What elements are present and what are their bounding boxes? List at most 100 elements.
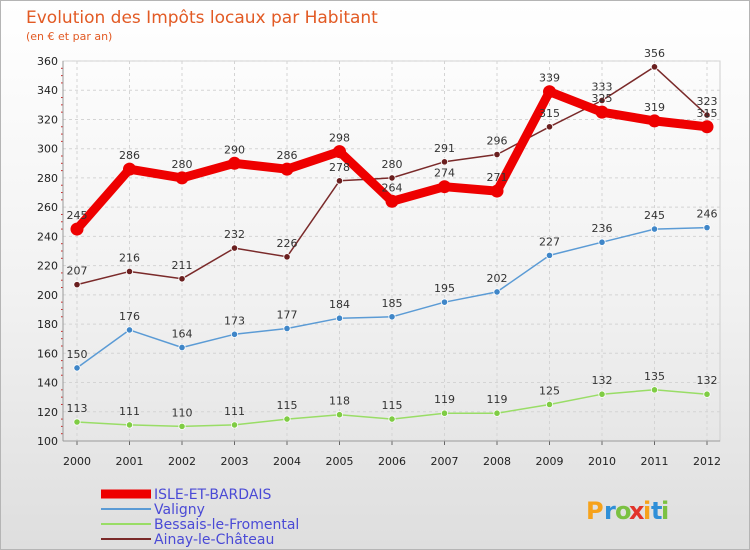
x-tick-label: 2007 xyxy=(431,455,459,468)
y-tick-label: 240 xyxy=(37,230,58,243)
x-tick-label: 2006 xyxy=(378,455,406,468)
chart-title: Evolution des Impôts locaux par Habitant xyxy=(26,8,378,28)
y-tick-label: 120 xyxy=(37,406,58,419)
data-label: 245 xyxy=(67,209,88,222)
x-tick-label: 2001 xyxy=(116,455,144,468)
data-label: 280 xyxy=(172,158,193,171)
data-label: 202 xyxy=(487,272,508,285)
x-tick-label: 2009 xyxy=(536,455,564,468)
data-point xyxy=(650,63,659,71)
legend-label: Ainay-le-Château xyxy=(154,532,274,548)
data-label: 274 xyxy=(434,167,455,180)
data-label: 325 xyxy=(592,92,613,105)
y-tick-label: 280 xyxy=(37,172,58,185)
data-point xyxy=(595,105,609,119)
data-label: 176 xyxy=(119,310,140,323)
y-tick-label: 160 xyxy=(37,347,58,360)
data-point xyxy=(73,418,81,426)
data-point xyxy=(388,415,396,423)
y-tick-label: 180 xyxy=(37,318,58,331)
data-point xyxy=(388,174,396,182)
data-point xyxy=(228,156,241,170)
logo-letter: t xyxy=(651,497,662,525)
data-label: 115 xyxy=(382,399,403,412)
x-tick-label: 2002 xyxy=(168,455,196,468)
data-point xyxy=(598,390,606,398)
data-point xyxy=(175,171,189,185)
data-label: 236 xyxy=(592,222,613,235)
y-tick-label: 300 xyxy=(37,143,58,156)
x-tick-label: 2005 xyxy=(326,455,354,468)
y-tick-label: 100 xyxy=(37,435,58,448)
data-point xyxy=(125,421,134,429)
legend-label: ISLE-ET-BARDAIS xyxy=(154,487,272,503)
y-tick-label: 360 xyxy=(37,55,58,68)
data-point xyxy=(335,177,344,185)
data-label: 319 xyxy=(644,101,665,114)
data-label: 111 xyxy=(224,405,245,418)
data-label: 232 xyxy=(224,228,245,241)
data-label: 132 xyxy=(697,374,718,387)
data-labels: 245 286 280 290 286 298 264 274 271 339 325 319 315 1… xyxy=(67,47,718,420)
data-label: 135 xyxy=(644,370,665,383)
data-label: 110 xyxy=(172,406,193,419)
data-label: 296 xyxy=(487,135,508,148)
data-point xyxy=(493,409,501,417)
data-label: 291 xyxy=(434,142,455,155)
logo-letter: i xyxy=(643,497,651,525)
data-point xyxy=(283,415,291,423)
y-tick-label: 260 xyxy=(37,201,58,214)
data-point xyxy=(545,123,554,131)
data-label: 132 xyxy=(592,374,613,387)
data-point xyxy=(388,313,396,321)
legend: ISLE-ET-BARDAISValignyBessais-le-Froment… xyxy=(101,487,299,548)
data-point xyxy=(493,150,501,159)
x-tick-label: 2008 xyxy=(483,455,511,468)
y-tick-label: 200 xyxy=(37,289,58,302)
data-label: 227 xyxy=(539,235,560,248)
y-tick-label: 320 xyxy=(37,113,58,126)
data-point xyxy=(230,330,239,338)
data-point xyxy=(703,224,711,232)
x-tick-label: 2004 xyxy=(273,455,301,468)
data-label: 113 xyxy=(67,402,88,415)
logo-letter: r xyxy=(604,497,616,525)
data-label: 118 xyxy=(329,395,350,408)
data-label: 271 xyxy=(487,171,508,184)
data-label: 195 xyxy=(434,282,455,295)
data-point xyxy=(700,120,714,134)
data-point xyxy=(335,411,344,419)
data-point xyxy=(230,244,239,252)
data-label: 333 xyxy=(592,80,613,93)
data-label: 173 xyxy=(224,314,245,327)
data-point xyxy=(230,421,239,429)
data-point xyxy=(178,343,186,352)
data-point xyxy=(73,364,81,372)
data-point xyxy=(125,326,134,334)
axes: 100 120 140 160 180 200 220 240 260 280 300 320 340 3… xyxy=(37,55,721,468)
data-point xyxy=(598,96,606,105)
data-label: 177 xyxy=(277,308,298,321)
data-point xyxy=(333,145,346,159)
logo-letter: P xyxy=(586,497,604,525)
x-tick-label: 2012 xyxy=(693,455,721,468)
data-point xyxy=(650,386,659,394)
data-point xyxy=(493,288,501,296)
data-point xyxy=(178,422,186,430)
data-label: 164 xyxy=(172,327,193,340)
data-point xyxy=(703,111,711,119)
data-point xyxy=(283,324,291,333)
series-lines xyxy=(70,63,714,430)
data-label: 207 xyxy=(67,265,88,278)
data-label: 264 xyxy=(382,181,403,194)
y-tick-label: 220 xyxy=(37,260,58,273)
data-label: 315 xyxy=(539,107,560,120)
y-tick-label: 340 xyxy=(37,84,58,97)
data-point xyxy=(70,222,84,236)
data-label: 286 xyxy=(277,149,298,162)
data-label: 315 xyxy=(697,107,718,120)
data-point xyxy=(545,400,554,409)
y-tick-label: 140 xyxy=(37,377,58,390)
data-label: 280 xyxy=(382,158,403,171)
